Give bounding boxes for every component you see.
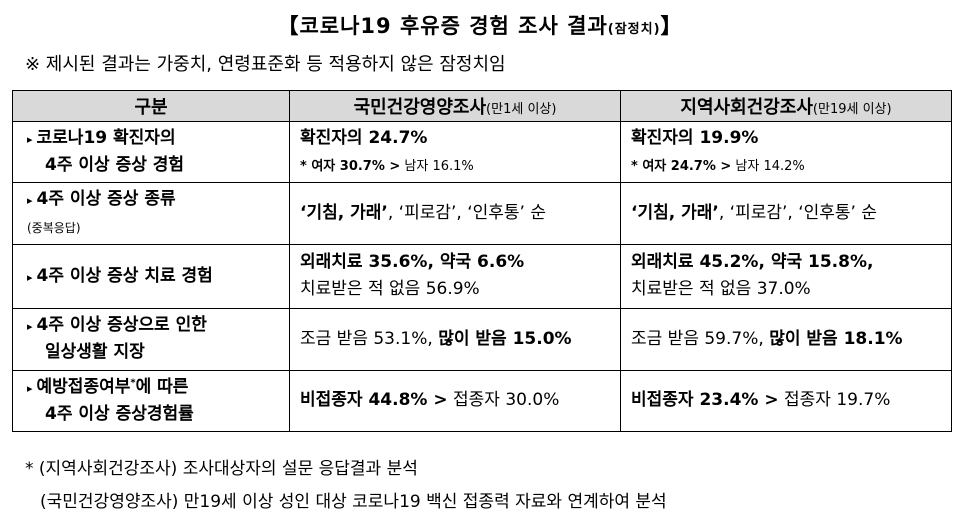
chs-cell: 외래치료 45.2%, 약국 15.8%, 치료받은 적 없음 37.0% — [620, 243, 952, 309]
knhanes-cell: 확진자의 24.7% * 여자 30.7% > 남자 16.1% — [289, 120, 621, 184]
knhanes-cell: 비접종자 44.8% > 접종자 30.0% — [289, 369, 621, 433]
document-title: 【코로나19 후유증 경험 조사 결과(잠정치)】 — [277, 14, 683, 38]
row-category: ▸ 예방접종여부*에 따른 4주 이상 증상경험률 — [12, 369, 290, 433]
triangle-bullet-icon: ▸ — [27, 270, 33, 284]
row-category: ▸ 4주 이상 증상 치료 경험 — [12, 243, 290, 309]
table-header-row: 구분 국민건강영양조사(만1세 이상) 지역사회건강조사(만19세 이상) — [12, 90, 952, 122]
chs-cell: 비접종자 23.4% > 접종자 19.7% — [620, 369, 952, 433]
header-chs: 지역사회건강조사(만19세 이상) — [620, 90, 952, 122]
triangle-bullet-icon: ▸ — [27, 320, 33, 334]
triangle-bullet-icon: ▸ — [27, 194, 33, 208]
table-row: ▸ 코로나19 확진자의 4주 이상 증상 경험 확진자의 24.7% * 여자 … — [12, 120, 952, 184]
chs-cell: 확진자의 19.9% * 여자 24.7% > 남자 14.2% — [620, 120, 952, 184]
row-category: ▸ 코로나19 확진자의 4주 이상 증상 경험 — [12, 120, 290, 184]
chs-cell: ‘기침, 가래’, ‘피로감’, ‘인후통’ 순 — [620, 182, 952, 245]
row-category: ▸ 4주 이상 증상으로 인한 일상생활 지장 — [12, 307, 290, 371]
knhanes-cell: 조금 받음 53.1%, 많이 받음 15.0% — [289, 307, 621, 371]
header-knhanes: 국민건강영양조사(만1세 이상) — [289, 90, 621, 122]
table-row: ▸ 4주 이상 증상 종류 (중복응답) ‘기침, 가래’, ‘피로감’, ‘인후… — [12, 182, 952, 245]
chs-cell: 조금 받음 59.7%, 많이 받음 18.1% — [620, 307, 952, 371]
results-table: 구분 국민건강영양조사(만1세 이상) 지역사회건강조사(만19세 이상) ▸ 코… — [12, 90, 952, 433]
knhanes-cell: ‘기침, 가래’, ‘피로감’, ‘인후통’ 순 — [289, 182, 621, 245]
triangle-bullet-icon: ▸ — [27, 381, 33, 395]
disclaimer-note: ※ 제시된 결과는 가중치, 연령표준화 등 적용하지 않은 잠정치임 — [25, 54, 506, 75]
row-category: ▸ 4주 이상 증상 종류 (중복응답) — [12, 182, 290, 245]
table-row: ▸ 예방접종여부*에 따른 4주 이상 증상경험률 비접종자 44.8% > 접종… — [12, 369, 952, 433]
triangle-bullet-icon: ▸ — [27, 133, 33, 146]
table-row: ▸ 4주 이상 증상 치료 경험 외래치료 35.6%, 약국 6.6% 치료받은… — [12, 243, 952, 309]
knhanes-cell: 외래치료 35.6%, 약국 6.6% 치료받은 적 없음 56.9% — [289, 243, 621, 309]
table-row: ▸ 4주 이상 증상으로 인한 일상생활 지장 조금 받음 53.1%, 많이 받… — [12, 307, 952, 371]
footnote-knhanes: (국민건강영양조사) 만19세 이상 성인 대상 코로나19 백신 접종력 자료… — [40, 492, 667, 512]
footnote-chs: * (지역사회건강조사) 조사대상자의 설문 응답결과 분석 — [25, 459, 418, 479]
header-category: 구분 — [12, 90, 290, 122]
